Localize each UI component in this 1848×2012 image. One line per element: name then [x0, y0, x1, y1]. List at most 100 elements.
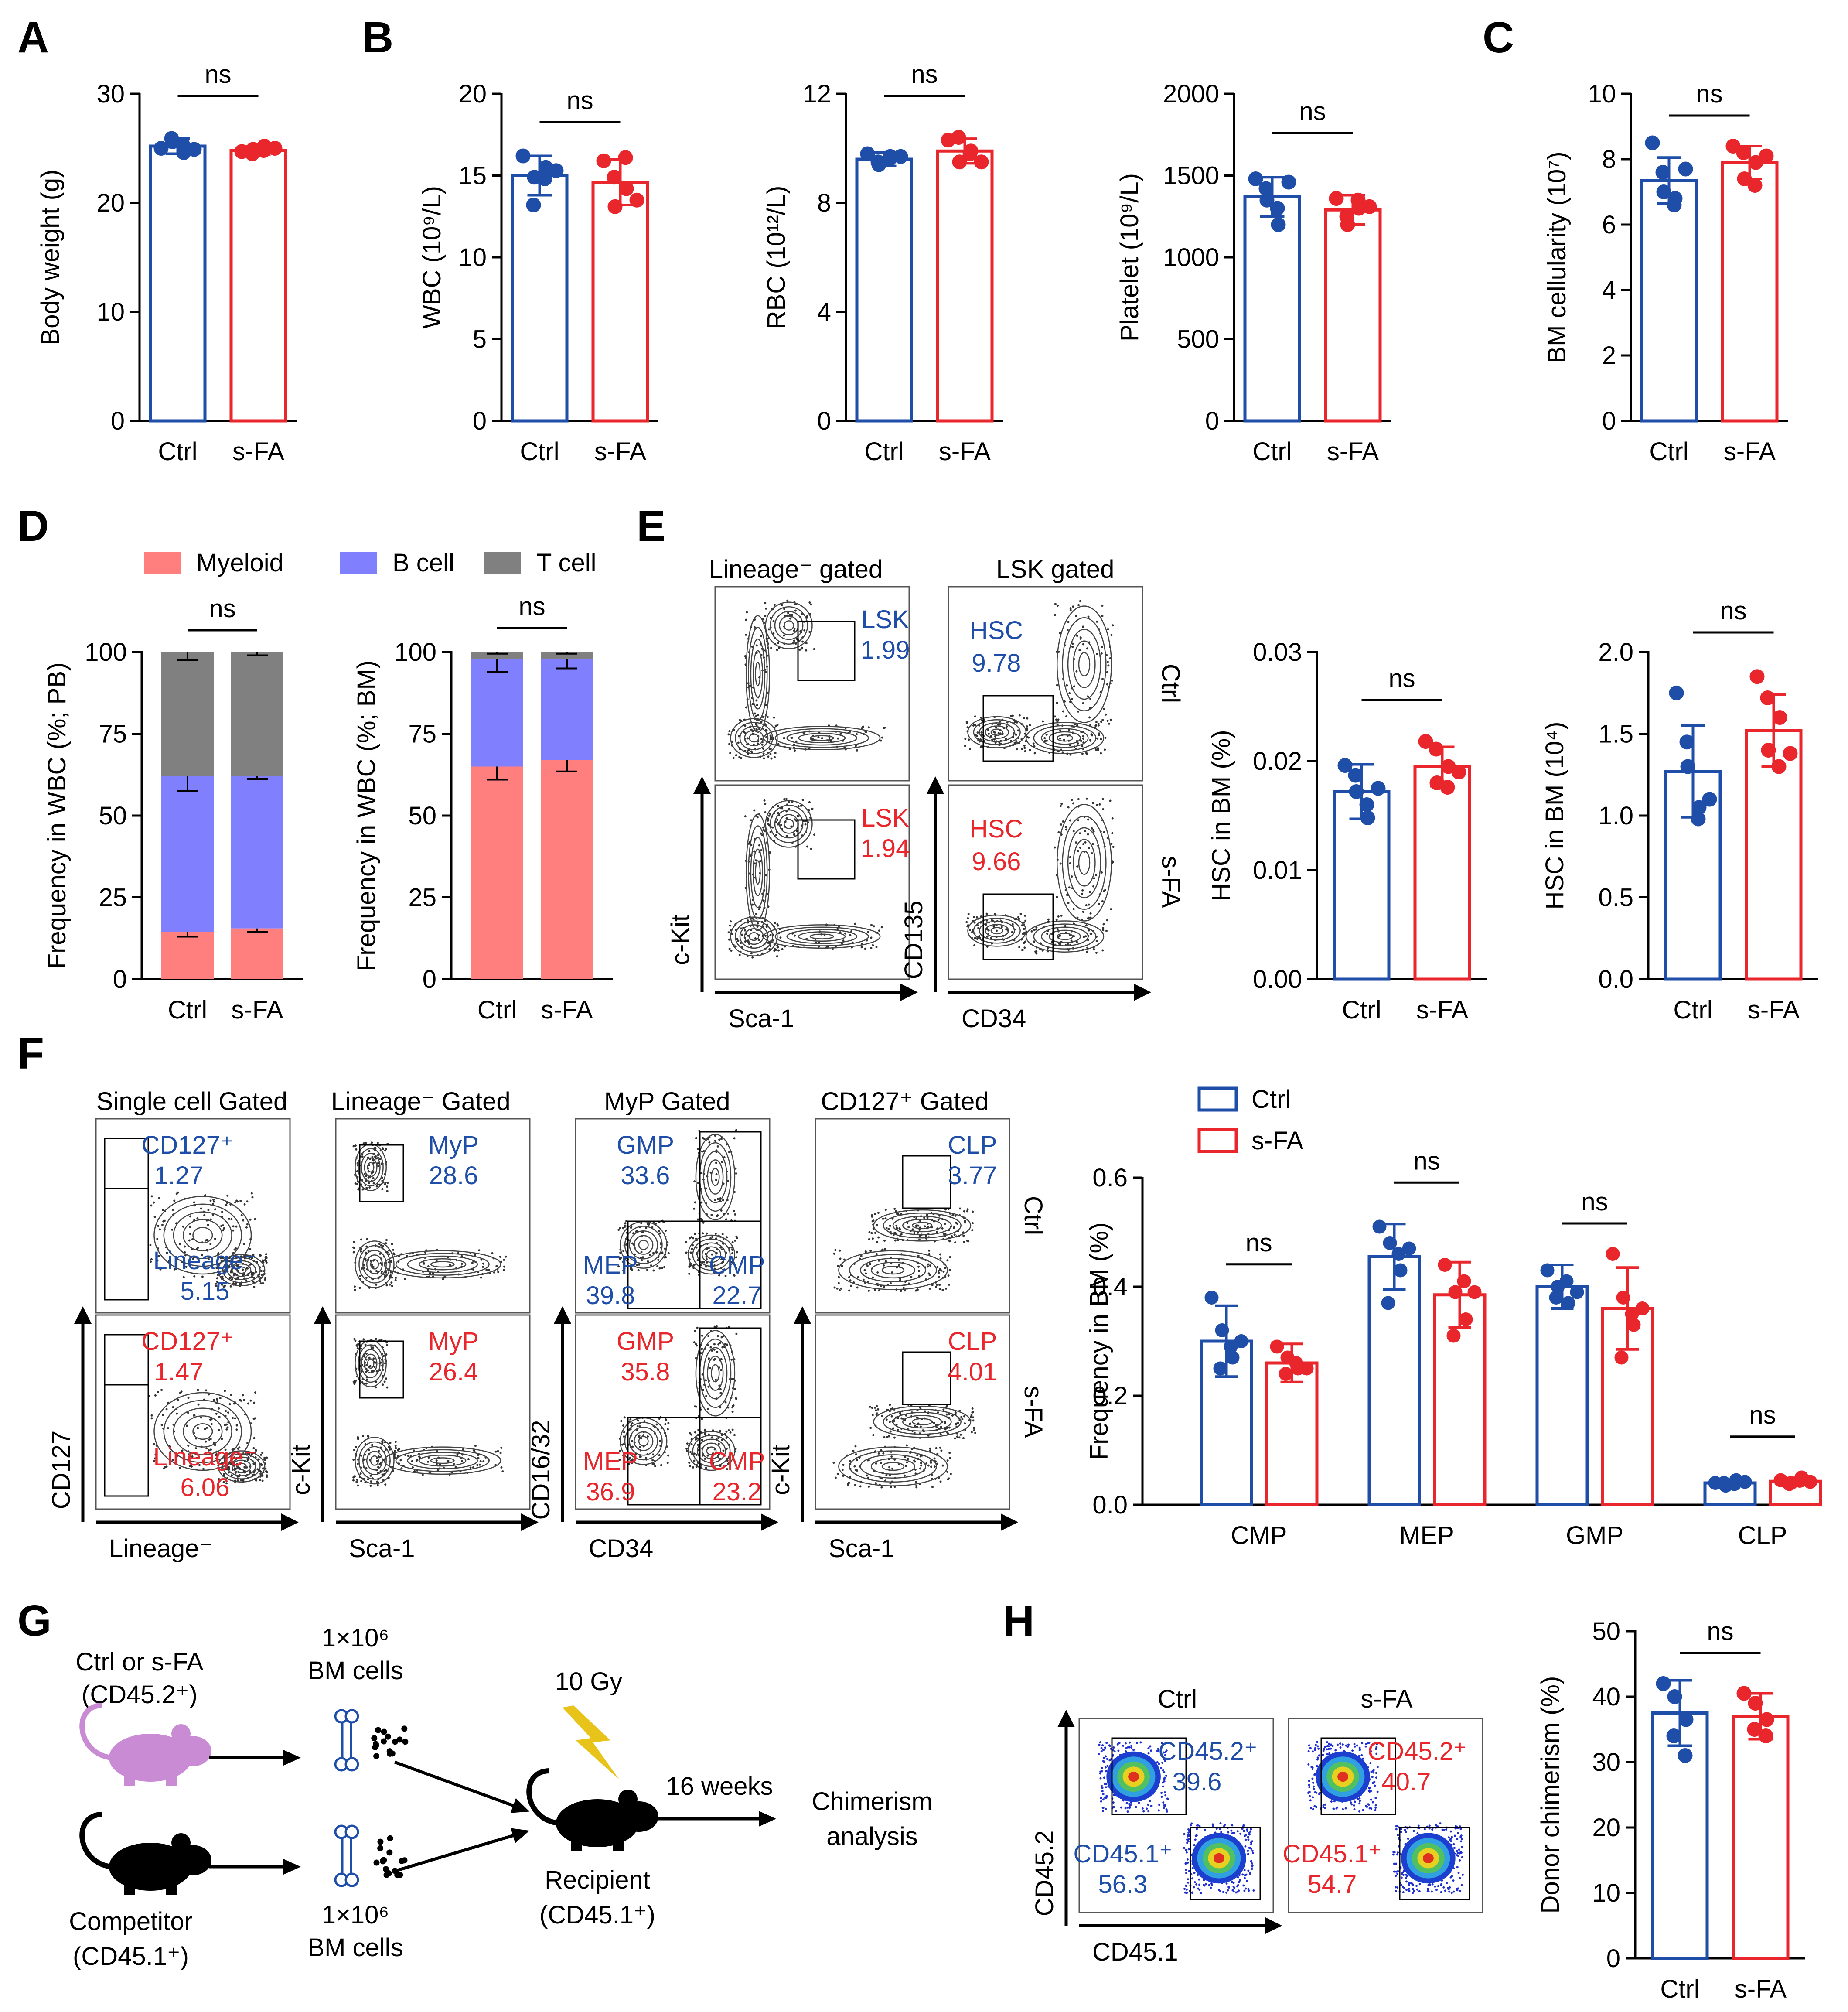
event-dot [1374, 1797, 1377, 1799]
event-dot [1200, 1892, 1202, 1894]
event-dot [734, 1167, 737, 1170]
y-tick-label: 10 [1592, 1879, 1620, 1907]
density-contour [1033, 923, 1097, 950]
event-dot [1000, 926, 1003, 928]
event-dot [740, 933, 743, 936]
event-dot [1309, 1807, 1312, 1810]
density-contour [1056, 933, 1074, 940]
event-dot [365, 1371, 367, 1373]
event-dot [1395, 1875, 1397, 1877]
event-dot [877, 1408, 880, 1411]
event-dot [371, 1264, 373, 1266]
event-dot [384, 1149, 387, 1152]
event-dot [1103, 1783, 1106, 1785]
data-point [1749, 669, 1765, 684]
event-dot [754, 859, 757, 862]
density-contour [892, 1216, 952, 1236]
event-dot [367, 1435, 370, 1438]
event-dot [941, 1289, 944, 1291]
event-dot [876, 1271, 879, 1274]
event-dot [694, 1431, 696, 1434]
event-dot [235, 1199, 238, 1202]
y-tick-label: 20 [458, 80, 487, 108]
event-dot [1011, 714, 1014, 717]
density-contour [786, 929, 858, 944]
event-dot [715, 1173, 718, 1175]
event-dot [381, 1442, 384, 1444]
density-contour [749, 733, 759, 743]
event-dot [1333, 1807, 1335, 1810]
event-dot [764, 811, 767, 814]
event-dot [1196, 1828, 1198, 1830]
event-dot [1107, 664, 1110, 667]
event-dot [1069, 819, 1071, 822]
event-dot [622, 1250, 625, 1252]
event-dot [1101, 871, 1103, 874]
event-dot [776, 724, 779, 726]
data-point [1270, 1339, 1284, 1354]
event-dot [1210, 1886, 1212, 1889]
data-point [1616, 1291, 1630, 1305]
event-dot [1023, 717, 1025, 719]
event-dot [1252, 1851, 1255, 1854]
event-dot [1163, 1791, 1166, 1794]
event-dot [769, 934, 772, 936]
event-dot [1245, 1887, 1247, 1890]
event-dot [880, 739, 882, 742]
event-dot [758, 908, 760, 911]
event-dot [218, 1478, 220, 1480]
event-dot [1069, 607, 1072, 610]
event-dot [760, 635, 762, 637]
event-dot [260, 1463, 263, 1465]
event-dot [361, 1188, 364, 1191]
event-dot [1444, 1889, 1446, 1892]
event-dot [218, 1415, 221, 1418]
event-dot [230, 1394, 232, 1396]
event-dot [1246, 1880, 1248, 1882]
event-dot [1019, 912, 1022, 915]
event-dot [889, 1430, 892, 1433]
event-dot [1367, 1803, 1370, 1806]
event-dot [890, 1486, 892, 1489]
event-dot [1243, 1869, 1246, 1872]
gate-value: 23.2 [713, 1478, 762, 1506]
event-dot [256, 1468, 259, 1471]
event-dot [375, 1380, 378, 1383]
y-tick-label: 2000 [1163, 80, 1219, 108]
event-dot [1193, 1881, 1196, 1884]
event-dot [1097, 724, 1100, 727]
event-dot [1098, 803, 1101, 806]
event-dot [726, 1236, 728, 1239]
event-dot [868, 1231, 871, 1233]
event-dot [1098, 732, 1100, 735]
density-contour [192, 1226, 213, 1244]
event-dot [169, 1451, 172, 1453]
event-dot [1328, 1742, 1330, 1745]
event-dot [842, 939, 845, 942]
x-tick-label: s-FA [939, 437, 991, 466]
event-dot [204, 1428, 206, 1431]
event-dot [1222, 1891, 1224, 1893]
y-tick-label: 0.5 [1598, 884, 1633, 912]
density-contour [358, 1344, 384, 1383]
event-dot [980, 734, 983, 736]
event-dot [389, 1442, 392, 1444]
panel-label-B: B [362, 13, 393, 62]
event-dot [397, 1449, 399, 1452]
event-dot [1435, 1889, 1438, 1891]
event-dot [200, 1416, 202, 1419]
density-contour [370, 1259, 379, 1270]
event-dot [865, 1272, 867, 1275]
data-point [1678, 1748, 1693, 1763]
event-dot [705, 1466, 707, 1469]
event-dot [918, 1238, 921, 1241]
event-dot [1446, 1882, 1448, 1884]
x-tick-label: s-FA [231, 996, 283, 1024]
event-dot [638, 1434, 641, 1437]
plot-frame [95, 1118, 291, 1314]
event-dot [1068, 886, 1071, 889]
event-dot [936, 1231, 938, 1233]
event-dot [1451, 1875, 1453, 1878]
event-dot [207, 1223, 209, 1226]
density-contour [1025, 722, 1105, 754]
